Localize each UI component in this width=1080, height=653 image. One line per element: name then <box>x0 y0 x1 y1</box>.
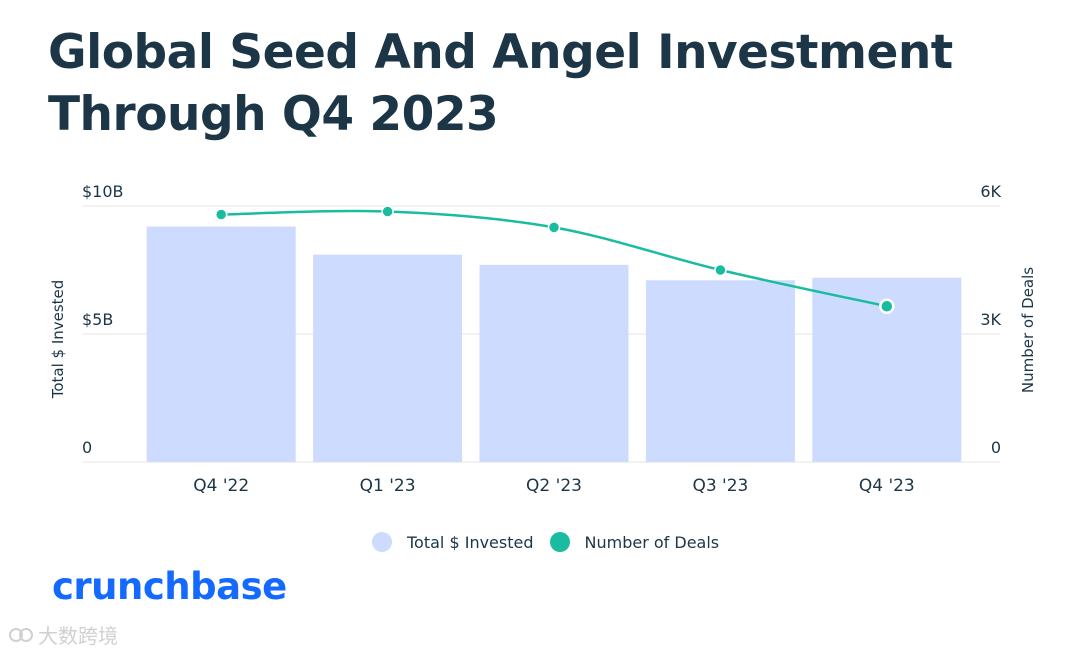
y-right-axis-label: Number of Deals <box>1019 267 1037 393</box>
line-point-4 <box>879 298 895 315</box>
line-point-2 <box>547 221 561 234</box>
y-left-axis-label: Total $ Invested <box>49 280 67 400</box>
chart-title: Global Seed And Angel Investment Through… <box>48 22 1048 146</box>
legend: Total $ Invested Number of Deals <box>372 528 735 556</box>
chart-title-line-2: Through Q4 2023 <box>48 87 499 142</box>
bar-3 <box>645 280 795 462</box>
legend-swatch-line <box>549 532 570 552</box>
y-left-tick-label-0: 0 <box>82 438 92 457</box>
y-right-tick-label-0: 0 <box>991 438 1001 457</box>
legend-item-bars[interactable]: Total $ Invested <box>372 532 534 552</box>
legend-item-line[interactable]: Number of Deals <box>549 532 720 552</box>
watermark-logo-icon <box>9 627 33 642</box>
legend-label-bars: Total $ Invested <box>407 532 534 552</box>
line-point-1 <box>381 205 394 218</box>
legend-swatch-bars <box>372 532 392 552</box>
watermark: 大数跨境 <box>8 620 118 649</box>
x-tick-label-0: Q4 '22 <box>193 476 249 496</box>
x-tick-label-1: Q1 '23 <box>360 476 416 496</box>
chart-title-line-1: Global Seed And Angel Investment <box>48 25 953 80</box>
y-right-tick-label-2: 6K <box>980 182 1001 201</box>
y-left-tick-label-1: $5B <box>82 310 113 329</box>
line-point-3 <box>714 263 727 277</box>
y-right-tick-label-1: 3K <box>980 310 1001 329</box>
line-point-0 <box>214 208 228 221</box>
bar-1 <box>313 254 463 462</box>
watermark-text: 大数跨境 <box>38 624 118 648</box>
legend-label-line: Number of Deals <box>584 532 720 552</box>
bar-0 <box>146 226 296 462</box>
x-tick-label-3: Q3 '23 <box>692 476 748 496</box>
x-tick-label-4: Q4 '23 <box>859 476 915 496</box>
brand-logo: crunchbase <box>52 565 287 608</box>
bar-2 <box>479 264 629 462</box>
y-left-tick-label-2: $10B <box>82 182 124 201</box>
x-tick-label-2: Q2 '23 <box>526 476 582 496</box>
